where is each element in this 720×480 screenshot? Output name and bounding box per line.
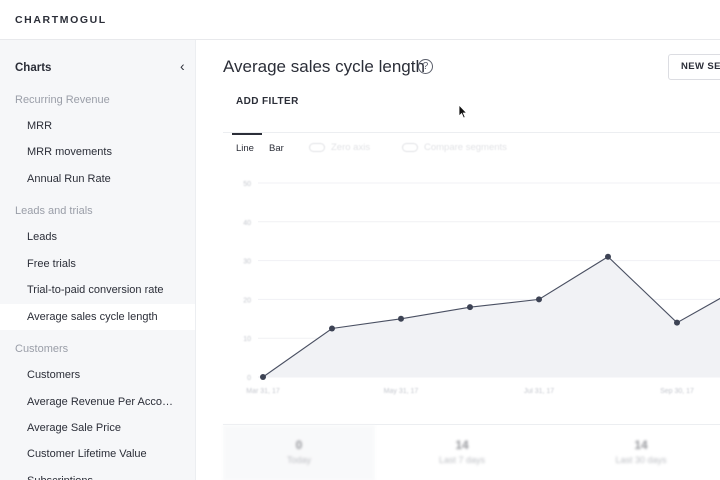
x-tick-label: Mar 31, 17 — [246, 388, 280, 395]
sidebar-item-customer-lifetime-value[interactable]: Customer Lifetime Value — [27, 448, 147, 460]
top-bar: CHARTMOGUL — [0, 0, 720, 40]
data-point — [674, 319, 680, 326]
data-point — [329, 325, 335, 332]
compare-segments-toggle[interactable]: Compare segments — [402, 142, 507, 153]
sidebar-item-leads[interactable]: Leads — [27, 231, 57, 243]
stat-last-30-days: 14 Last 30 days — [549, 425, 720, 480]
sidebar-item-average-sales-cycle-length[interactable]: Average sales cycle length — [0, 304, 195, 330]
sidebar-item-annual-run-rate[interactable]: Annual Run Rate — [27, 173, 111, 185]
line-chart: 0 10 20 30 40 50 Mar 31, 17 May 31, 17 Jul 31, 1… — [243, 181, 720, 395]
sidebar-item-free-trials[interactable]: Free trials — [27, 258, 76, 270]
stat-value: 14 — [634, 438, 648, 452]
data-point — [260, 374, 266, 380]
toggle-switch-icon — [309, 143, 325, 152]
new-segment-button[interactable]: NEW SEGMENT — [668, 54, 720, 80]
compare-segments-label: Compare segments — [424, 142, 507, 153]
sidebar-header: Charts ‹ — [0, 40, 195, 96]
main-content: Average sales cycle length ? NEW SEGMENT… — [197, 40, 720, 480]
y-tick-label: 50 — [243, 181, 251, 188]
page-title: Average sales cycle length — [223, 57, 425, 76]
stat-label: Last 30 days — [615, 455, 667, 465]
sidebar-section-recurring-revenue: Recurring Revenue — [15, 94, 110, 106]
sidebar-item-mrr[interactable]: MRR — [27, 120, 53, 132]
y-tick-label: 40 — [243, 220, 251, 227]
add-filter-button[interactable]: ADD FILTER — [236, 96, 299, 107]
line-series — [262, 256, 720, 378]
sidebar-section-customers: Customers — [15, 343, 69, 355]
stats-row: 0 Today 14 Last 7 days 14 Last 30 days — [223, 424, 720, 480]
sidebar-item-subscriptions[interactable]: Subscriptions — [0, 468, 195, 480]
chart-card: Line Bar Zero axis Compare segments 0 10 2… — [223, 132, 720, 480]
stat-label: Last 7 days — [438, 455, 486, 465]
data-point — [398, 315, 404, 322]
stat-value: 0 — [295, 438, 303, 452]
zero-axis-label: Zero axis — [331, 142, 371, 153]
y-tick-label: 20 — [243, 297, 251, 304]
sidebar-item-customers[interactable]: Customers — [27, 369, 81, 381]
stat-last-7-days: 14 Last 7 days — [375, 425, 549, 480]
stat-value: 14 — [455, 438, 469, 452]
y-tick-label: 30 — [243, 259, 251, 266]
stat-label: Today — [286, 455, 312, 465]
tab-line[interactable]: Line — [236, 143, 254, 154]
x-tick-label: May 31, 17 — [384, 388, 419, 395]
active-tab-indicator — [232, 133, 262, 159]
data-point — [536, 296, 542, 303]
sidebar-item-average-sale-price[interactable]: Average Sale Price — [27, 422, 121, 434]
chartmogul-logo[interactable]: CHARTMOGUL — [15, 14, 107, 26]
tab-bar[interactable]: Bar — [269, 143, 284, 154]
y-tick-label: 10 — [243, 336, 251, 343]
mouse-pointer-icon — [458, 104, 468, 119]
sidebar-item-mrr-movements[interactable]: MRR movements — [27, 146, 112, 158]
sidebar-section-leads-and-trials: Leads and trials — [15, 205, 93, 217]
line-series-area — [263, 256, 720, 377]
zero-axis-toggle[interactable]: Zero axis — [309, 142, 370, 153]
chevron-left-icon[interactable]: ‹ — [180, 58, 185, 74]
x-tick-label: Jul 31, 17 — [524, 388, 554, 395]
y-tick-label: 0 — [247, 375, 251, 382]
stat-today: 0 Today — [223, 425, 375, 480]
sidebar-item-arpa[interactable]: Average Revenue Per Acco… — [27, 396, 173, 408]
sidebar: Charts ‹ Recurring Revenue MRR MRR movem… — [0, 40, 196, 480]
sidebar-item-trial-to-paid[interactable]: Trial-to-paid conversion rate — [27, 284, 164, 296]
toggle-switch-icon — [402, 143, 418, 152]
data-point — [605, 253, 611, 260]
question-circle-icon[interactable]: ? — [418, 59, 433, 74]
data-point — [467, 304, 473, 311]
x-tick-label: Sep 30, 17 — [660, 388, 694, 395]
sidebar-title: Charts — [15, 62, 52, 74]
